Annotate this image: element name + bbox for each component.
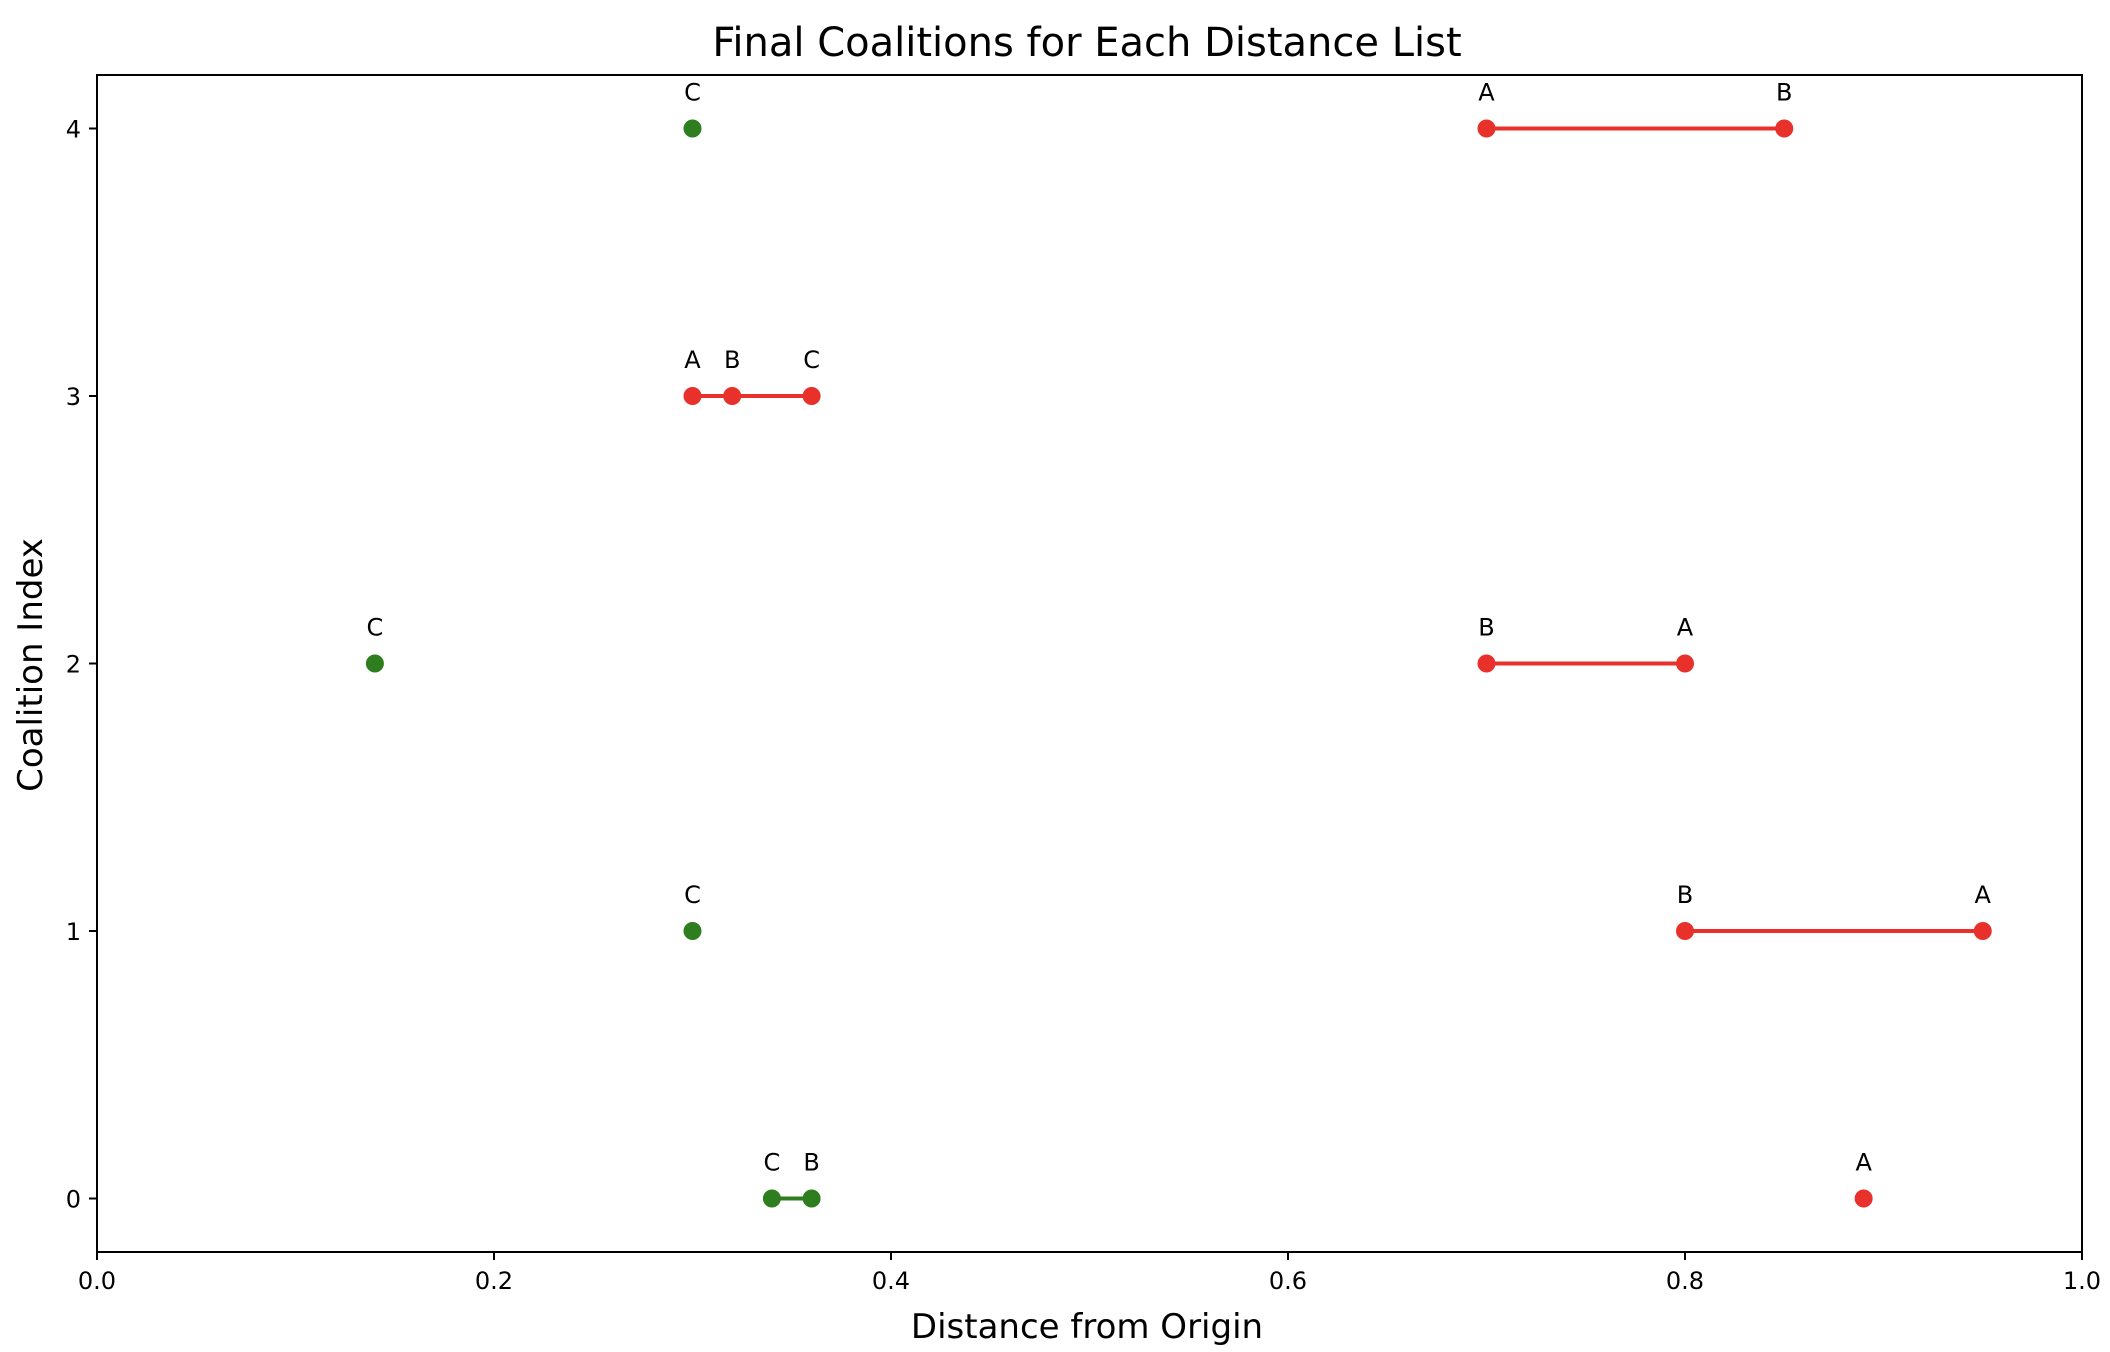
point-label: A: [1855, 1149, 1872, 1177]
plot-area: C B AC B AC B AA B CC A B: [365, 79, 1992, 1208]
data-point-c: [762, 1189, 781, 1208]
x-tick-label: 0.6: [1269, 1267, 1307, 1295]
point-label: B: [1677, 881, 1693, 909]
x-tick-label: 0.2: [475, 1267, 513, 1295]
y-tick-label: 4: [66, 116, 81, 144]
data-point-b: [1477, 654, 1496, 673]
x-tick-label: 0.4: [872, 1267, 910, 1295]
y-tick-label: 2: [66, 651, 81, 679]
point-label: C: [684, 881, 701, 909]
point-label: C: [803, 346, 820, 374]
data-point-a: [1973, 922, 1992, 940]
x-tick-label: 0.8: [1666, 1267, 1704, 1295]
y-tick-label: 3: [66, 383, 81, 411]
x-tick-label: 1.0: [2063, 1267, 2101, 1295]
point-label: C: [684, 79, 701, 107]
coalition-4-green: C: [683, 79, 702, 138]
data-point-a: [683, 387, 702, 405]
y-axis-ticks: 0 1 2 3 4: [66, 116, 97, 1214]
data-point-b: [1775, 119, 1794, 138]
point-label: C: [367, 614, 384, 642]
chart-title: Final Coalitions for Each Distance List: [712, 20, 1461, 66]
point-label: A: [1478, 79, 1495, 107]
coalition-2-green: C: [365, 614, 384, 673]
data-point-b: [723, 387, 742, 405]
data-point-c: [365, 654, 384, 673]
point-label: B: [803, 1149, 819, 1177]
coalition-0-red: A: [1854, 1149, 1873, 1208]
y-axis-label: Coalition Index: [11, 538, 51, 792]
y-tick-label: 0: [66, 1186, 81, 1214]
data-point-a: [1676, 654, 1694, 673]
x-tick-label: 0.0: [78, 1267, 116, 1295]
plot-frame: [96, 74, 2083, 1253]
data-point-c: [802, 387, 821, 405]
point-label: B: [1776, 79, 1792, 107]
point-label: C: [764, 1149, 781, 1177]
y-tick-label: 1: [66, 918, 81, 946]
data-point-a: [1477, 119, 1496, 138]
point-label: A: [684, 346, 701, 374]
coalition-1-green: C: [683, 881, 702, 940]
data-point-a: [1854, 1189, 1873, 1208]
data-point-c: [683, 922, 702, 940]
point-label: A: [1677, 614, 1694, 642]
x-axis-ticks: 0.0 0.2 0.4 0.6 0.8 1.0: [78, 1252, 2101, 1295]
point-label: B: [724, 346, 740, 374]
x-axis-label: Distance from Origin: [911, 1307, 1263, 1347]
point-label: B: [1478, 614, 1494, 642]
data-point-b: [802, 1189, 821, 1208]
data-point-c: [683, 119, 702, 138]
point-label: A: [1975, 881, 1992, 909]
data-point-b: [1676, 922, 1694, 940]
